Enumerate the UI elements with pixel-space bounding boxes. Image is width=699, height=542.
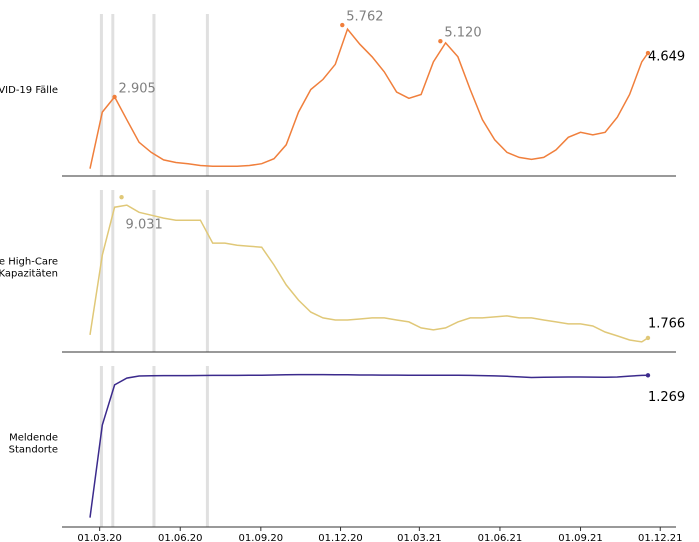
annotation-dot	[119, 194, 124, 200]
annotation-dot	[645, 335, 651, 341]
x-tick-label: 01.09.21	[558, 533, 603, 542]
panel-label: Meldende	[9, 433, 58, 444]
annotation-label: 9.031	[126, 218, 163, 233]
series-line	[89, 373, 649, 518]
annotation-dot	[438, 38, 443, 44]
x-tick-label: 01.03.21	[397, 533, 442, 542]
x-tick-label: 01.09.20	[239, 533, 284, 542]
x-tick-label: 01.06.20	[158, 533, 203, 542]
x-tick-label: 01.12.21	[638, 533, 683, 542]
annotation-dot	[645, 50, 651, 56]
annotation-label: 5.120	[444, 26, 481, 41]
panel-label: ITS COVID-19 Fälle	[0, 85, 58, 96]
series-line	[89, 27, 649, 169]
x-tick-label: 01.06.21	[478, 533, 523, 542]
panel-label: Standorte	[9, 445, 58, 456]
annotation-label: 1.269	[648, 390, 685, 405]
annotation-label: 4.649	[648, 50, 685, 65]
panel-label: Kapazitäten	[0, 269, 58, 280]
annotation-dot	[645, 373, 651, 378]
annotation-label: 5.762	[346, 10, 383, 25]
annotation-dot	[112, 94, 117, 100]
x-tick-label: 01.03.20	[77, 533, 122, 542]
annotation-label: 2.905	[119, 81, 156, 96]
x-tick-label: 01.12.20	[318, 533, 363, 542]
panel-label: Freie High-Care	[0, 257, 58, 268]
annotation-dot	[340, 22, 345, 28]
series-line	[89, 204, 649, 343]
annotation-label: 1.766	[648, 316, 685, 331]
